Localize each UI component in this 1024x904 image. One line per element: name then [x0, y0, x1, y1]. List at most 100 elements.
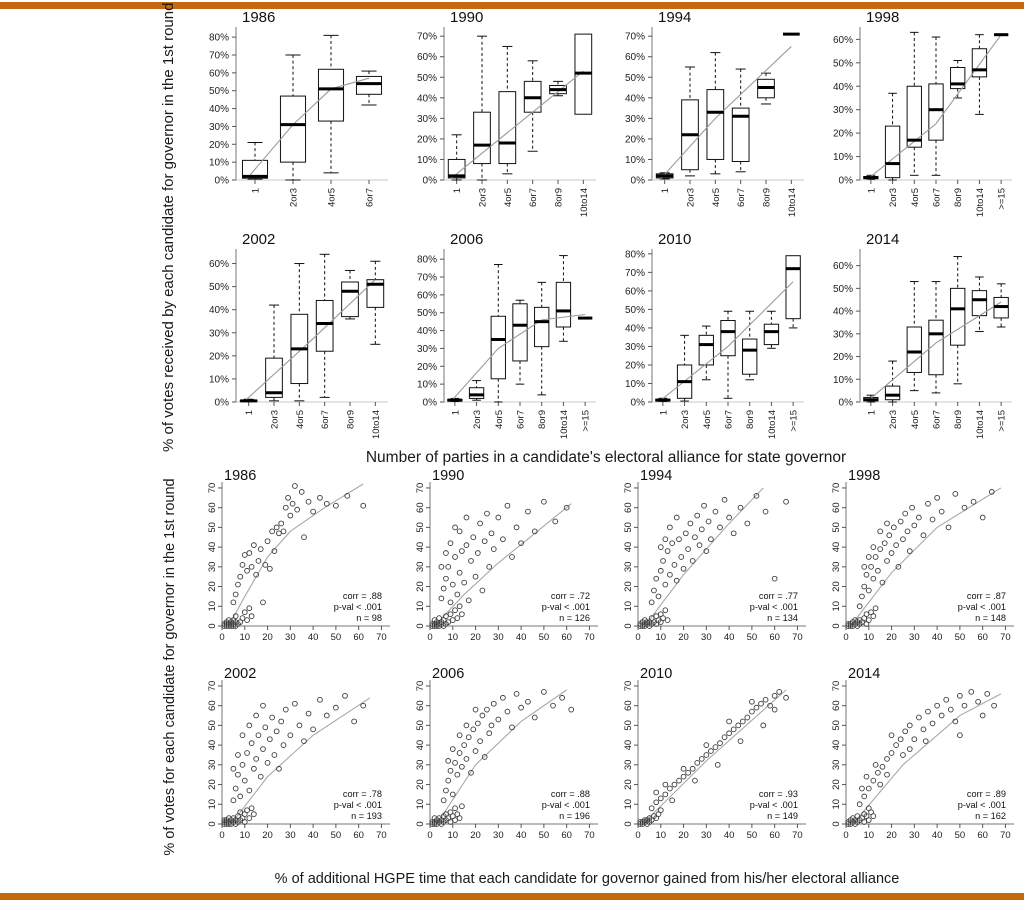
svg-text:6or7: 6or7 [528, 188, 539, 207]
svg-text:20%: 20% [209, 140, 229, 151]
top-border-bar [0, 2, 1024, 9]
svg-text:10%: 10% [209, 374, 229, 385]
svg-text:30: 30 [207, 760, 218, 771]
svg-text:0%: 0% [215, 176, 230, 187]
svg-text:10: 10 [863, 632, 874, 643]
svg-text:40: 40 [623, 542, 634, 553]
svg-text:10: 10 [447, 830, 458, 841]
svg-text:2006: 2006 [432, 666, 464, 682]
boxplot-x-axis-title: Number of parties in a candidate's elect… [365, 449, 847, 466]
svg-text:10to14: 10to14 [767, 410, 778, 439]
svg-text:60: 60 [415, 700, 426, 711]
svg-text:corr = .89: corr = .89 [967, 789, 1006, 799]
scatter-x-axis-title: % of additional HGPE time that each cand… [274, 871, 900, 887]
svg-text:60%: 60% [833, 35, 853, 46]
svg-text:40%: 40% [833, 82, 853, 93]
svg-text:6or7: 6or7 [736, 188, 747, 207]
svg-text:50: 50 [747, 830, 758, 841]
svg-text:40: 40 [932, 830, 943, 841]
boxplot-y-axis-title: % of votes received by each candidate fo… [160, 2, 177, 452]
svg-text:20: 20 [262, 632, 273, 643]
svg-text:50%: 50% [209, 282, 229, 293]
svg-text:50: 50 [747, 632, 758, 643]
svg-text:p-val < .001: p-val < .001 [958, 602, 1006, 612]
svg-text:2or3: 2or3 [478, 188, 489, 207]
svg-text:20%: 20% [209, 351, 229, 362]
svg-text:50%: 50% [833, 58, 853, 69]
svg-text:30: 30 [623, 562, 634, 573]
svg-text:1998: 1998 [848, 468, 880, 484]
svg-text:1986: 1986 [242, 9, 275, 26]
svg-text:30%: 30% [833, 329, 853, 340]
svg-text:40%: 40% [417, 326, 437, 337]
svg-text:30%: 30% [417, 114, 437, 125]
scatter-panel-1998: 1998 0 10 20 30 40 50 60 70 0 10 20 30 40 50 60 70 corr =… [831, 468, 1014, 643]
svg-text:80%: 80% [209, 33, 229, 44]
svg-text:4or5: 4or5 [910, 188, 921, 207]
svg-text:30%: 30% [209, 122, 229, 133]
svg-text:60%: 60% [833, 261, 853, 272]
svg-text:10%: 10% [833, 152, 853, 163]
svg-text:70%: 70% [209, 51, 229, 62]
svg-text:70: 70 [415, 483, 426, 494]
svg-text:10: 10 [239, 830, 250, 841]
svg-text:40: 40 [724, 632, 735, 643]
svg-text:40: 40 [831, 542, 842, 553]
svg-text:20: 20 [886, 830, 897, 841]
svg-text:10to14: 10to14 [559, 410, 570, 439]
svg-text:p-val < .001: p-val < .001 [542, 800, 590, 810]
svg-text:6or7: 6or7 [365, 188, 376, 207]
svg-text:1986: 1986 [224, 468, 256, 484]
boxplot-panel-1990: 1990 0% 10% 20% 30% 40% 50% 60% 70% 1 2or3 4or5 6or7… [417, 9, 596, 217]
svg-text:20: 20 [415, 581, 426, 592]
svg-text:70%: 70% [625, 268, 645, 279]
svg-text:20%: 20% [833, 352, 853, 363]
svg-text:70%: 70% [417, 32, 437, 43]
svg-text:30%: 30% [209, 328, 229, 339]
svg-text:30: 30 [909, 632, 920, 643]
svg-text:30%: 30% [625, 342, 645, 353]
svg-text:50: 50 [955, 632, 966, 643]
svg-text:60: 60 [561, 830, 572, 841]
svg-text:2or3: 2or3 [289, 188, 300, 207]
svg-text:2002: 2002 [224, 666, 256, 682]
svg-text:4or5: 4or5 [711, 188, 722, 207]
svg-text:4or5: 4or5 [295, 410, 306, 429]
svg-text:50: 50 [207, 522, 218, 533]
svg-text:70: 70 [415, 681, 426, 692]
svg-text:50: 50 [207, 720, 218, 731]
svg-text:60%: 60% [625, 286, 645, 297]
svg-text:60: 60 [561, 632, 572, 643]
svg-text:10to14: 10to14 [975, 410, 986, 439]
svg-text:50%: 50% [417, 73, 437, 84]
svg-text:50: 50 [331, 632, 342, 643]
svg-text:20: 20 [470, 632, 481, 643]
svg-text:20: 20 [678, 632, 689, 643]
scatter-panel-2006: 2006 0 10 20 30 40 50 60 70 0 10 20 30 40 50 60 70 corr =… [415, 666, 598, 841]
svg-text:1994: 1994 [658, 9, 691, 26]
svg-text:1998: 1998 [866, 9, 899, 26]
svg-text:50: 50 [415, 720, 426, 731]
svg-text:2or3: 2or3 [686, 188, 697, 207]
svg-text:50: 50 [331, 830, 342, 841]
svg-text:4or5: 4or5 [910, 410, 921, 429]
svg-text:40: 40 [516, 830, 527, 841]
svg-text:0%: 0% [839, 176, 854, 187]
svg-text:2or3: 2or3 [270, 410, 281, 429]
svg-text:2010: 2010 [640, 666, 672, 682]
svg-text:40: 40 [207, 740, 218, 751]
svg-text:8or9: 8or9 [537, 410, 548, 429]
svg-text:6or7: 6or7 [932, 188, 943, 207]
svg-text:0: 0 [219, 830, 224, 841]
svg-text:1: 1 [866, 188, 877, 193]
svg-text:10: 10 [831, 799, 842, 810]
boxplot-panel-1986: 1986 0% 10% 20% 30% 40% 50% 60% 70% 80% 1 2or3 4or5 6… [209, 9, 388, 207]
svg-text:70: 70 [207, 483, 218, 494]
svg-text:>=15: >=15 [581, 410, 592, 432]
svg-text:70: 70 [623, 681, 634, 692]
svg-text:50: 50 [415, 522, 426, 533]
svg-text:10%: 10% [625, 155, 645, 166]
svg-text:10: 10 [447, 632, 458, 643]
svg-text:10: 10 [415, 799, 426, 810]
svg-text:>=15: >=15 [997, 410, 1008, 432]
